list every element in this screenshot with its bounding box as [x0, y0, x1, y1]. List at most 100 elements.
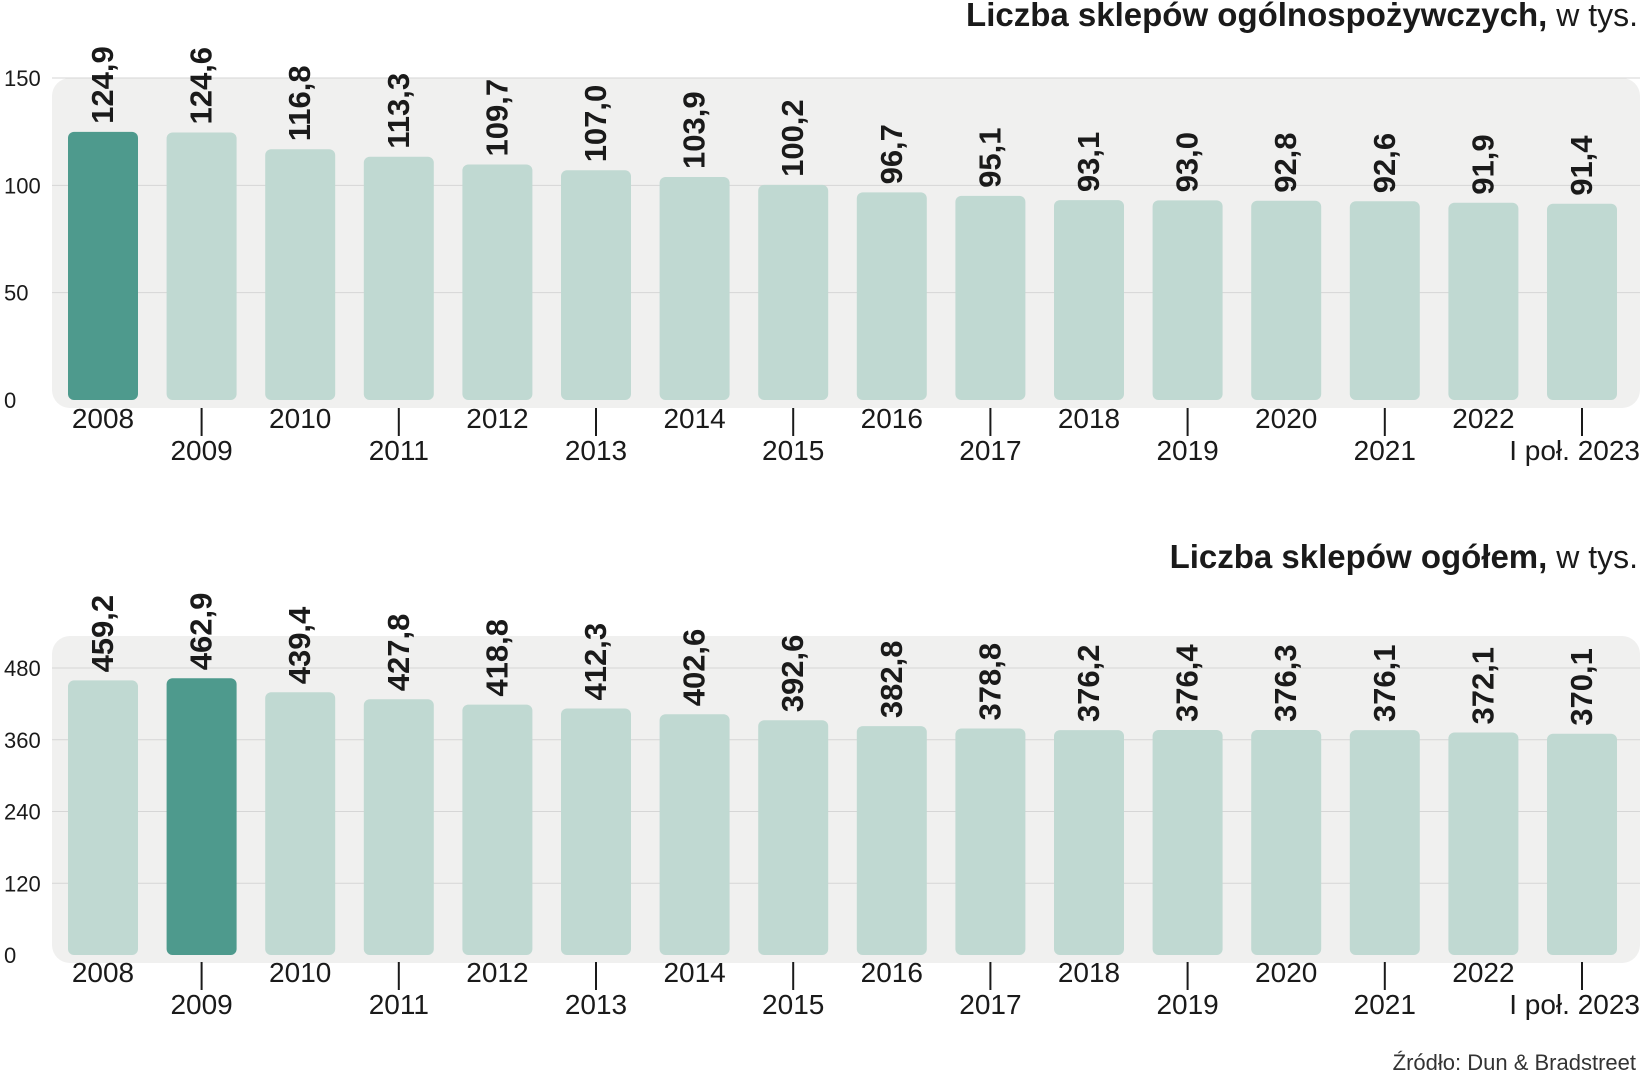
- y-tick-label: 240: [4, 800, 41, 825]
- x-tick-label: 2018: [1058, 957, 1120, 988]
- value-label: 107,0: [578, 85, 613, 163]
- bar: [955, 195, 1026, 400]
- x-tick-label: 2016: [861, 403, 923, 434]
- x-tick-label: 2014: [663, 957, 725, 988]
- y-tick-label: 480: [4, 656, 41, 681]
- bar: [462, 704, 533, 955]
- bar: [1251, 200, 1322, 400]
- bar: [1054, 200, 1124, 400]
- y-tick-label: 360: [4, 728, 41, 753]
- bar: [1349, 730, 1420, 955]
- chart-2: 0 120 240 360 480 Liczba sklepów ogółem, w ty…: [4, 538, 1640, 1020]
- bar: [561, 708, 631, 955]
- x-tick-label: 2011: [369, 435, 429, 466]
- bar: [1448, 202, 1519, 400]
- value-label: 124,6: [184, 47, 219, 125]
- value-label: 113,3: [381, 73, 416, 149]
- value-label: 402,6: [677, 629, 712, 707]
- x-tick-label: 2019: [1156, 435, 1218, 466]
- bar: [462, 164, 533, 400]
- bar: [1547, 203, 1617, 400]
- bar: [265, 149, 336, 400]
- bar: [166, 132, 237, 400]
- x-tick-label: 2021: [1354, 435, 1416, 466]
- x-tick-label: 2014: [663, 403, 725, 434]
- value-label: 462,9: [184, 593, 219, 671]
- chart-title: Liczba sklepów ogółem, w tys.: [1170, 538, 1638, 575]
- value-label: 418,8: [479, 619, 514, 697]
- value-label: 93,0: [1170, 132, 1205, 192]
- value-label: 376,2: [1071, 644, 1106, 722]
- bar: [68, 131, 138, 400]
- x-tick-label: 2015: [762, 989, 824, 1020]
- x-tick-label: 2010: [269, 957, 331, 988]
- x-tick-label: 2017: [959, 989, 1021, 1020]
- bar: [363, 699, 434, 955]
- bar: [166, 678, 237, 955]
- x-tick-label: 2009: [170, 989, 232, 1020]
- bar: [1448, 732, 1519, 955]
- y-tick-label: 100: [4, 173, 41, 198]
- x-tick-label: 2013: [565, 989, 627, 1020]
- value-label: 91,4: [1564, 135, 1599, 196]
- bar: [955, 728, 1026, 955]
- bar: [758, 184, 829, 400]
- value-label: 100,2: [775, 99, 810, 177]
- value-label: 124,9: [85, 46, 120, 124]
- value-label: 382,8: [874, 641, 909, 719]
- y-tick-label: 150: [4, 66, 41, 91]
- x-tick-label: 2008: [72, 957, 134, 988]
- value-label: 91,9: [1465, 134, 1500, 194]
- value-label: 378,8: [972, 643, 1007, 721]
- bar: [1349, 201, 1420, 400]
- bar: [1054, 730, 1124, 955]
- bar: [856, 726, 927, 955]
- bar: [758, 720, 829, 955]
- x-tick-label: 2013: [565, 435, 627, 466]
- x-tick-label: 2022: [1452, 957, 1514, 988]
- x-tick-label: 2016: [861, 957, 923, 988]
- bar: [1152, 729, 1223, 955]
- bar: [856, 192, 927, 400]
- value-label: 459,2: [85, 595, 120, 673]
- plot-panel: [52, 78, 1640, 408]
- x-tick-label: I poł. 2023: [1509, 989, 1640, 1020]
- value-label: 376,4: [1170, 644, 1205, 722]
- x-tick-label: 2021: [1354, 989, 1416, 1020]
- bar: [1251, 730, 1322, 955]
- value-label: 376,3: [1268, 644, 1303, 722]
- y-tick-label: 0: [4, 943, 16, 968]
- bar: [659, 714, 730, 955]
- value-label: 92,8: [1268, 132, 1303, 192]
- source-note: Źródło: Dun & Bradstreet: [1392, 1050, 1636, 1075]
- value-label: 427,8: [381, 614, 416, 692]
- value-label: 95,1: [972, 128, 1007, 188]
- bar: [659, 176, 730, 400]
- chart-1: 0 50 100 150 Liczba sklepów ogólnospożywczyc…: [4, 0, 1640, 466]
- value-label: 93,1: [1071, 132, 1106, 192]
- value-label: 376,1: [1367, 645, 1402, 723]
- x-tick-label: I poł. 2023: [1509, 435, 1640, 466]
- value-label: 412,3: [578, 623, 613, 701]
- chart-title: Liczba sklepów ogólnospożywczych, w tys.: [966, 0, 1638, 33]
- x-tick-label: 2019: [1156, 989, 1218, 1020]
- value-label: 103,9: [677, 91, 712, 169]
- x-tick-label: 2017: [959, 435, 1021, 466]
- bar: [1547, 733, 1617, 955]
- x-tick-label: 2022: [1452, 403, 1514, 434]
- y-tick-label: 50: [4, 281, 28, 306]
- y-tick-label: 0: [4, 388, 16, 413]
- x-tick-label: 2010: [269, 403, 331, 434]
- x-tick-label: 2012: [466, 403, 528, 434]
- value-label: 92,6: [1367, 133, 1402, 193]
- x-tick-label: 2011: [369, 989, 429, 1020]
- y-tick-label: 120: [4, 871, 41, 896]
- plot-panel: [52, 636, 1640, 963]
- value-label: 392,6: [775, 635, 810, 713]
- x-tick-label: 2020: [1255, 957, 1317, 988]
- x-tick-label: 2018: [1058, 403, 1120, 434]
- bar: [68, 680, 138, 955]
- x-tick-label: 2009: [170, 435, 232, 466]
- x-tick-label: 2015: [762, 435, 824, 466]
